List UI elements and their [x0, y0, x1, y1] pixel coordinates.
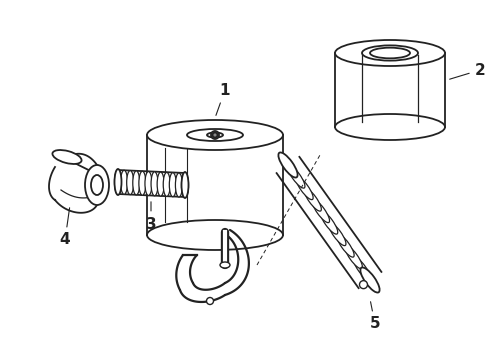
Ellipse shape — [181, 172, 189, 198]
Circle shape — [360, 281, 368, 289]
Ellipse shape — [181, 173, 189, 197]
Text: 4: 4 — [60, 208, 70, 248]
Text: 3: 3 — [146, 202, 156, 231]
Ellipse shape — [278, 152, 297, 177]
Ellipse shape — [220, 262, 230, 268]
Ellipse shape — [361, 268, 379, 292]
Ellipse shape — [288, 165, 305, 188]
Ellipse shape — [145, 171, 152, 195]
Ellipse shape — [139, 171, 146, 195]
Ellipse shape — [115, 170, 122, 194]
Ellipse shape — [362, 45, 418, 60]
Ellipse shape — [207, 132, 223, 138]
Ellipse shape — [85, 165, 109, 205]
Ellipse shape — [147, 220, 283, 250]
Ellipse shape — [91, 175, 103, 195]
Ellipse shape — [127, 171, 134, 195]
Ellipse shape — [163, 172, 170, 197]
Ellipse shape — [151, 172, 158, 196]
Ellipse shape — [133, 171, 140, 195]
Ellipse shape — [115, 169, 122, 195]
Ellipse shape — [170, 173, 176, 197]
Ellipse shape — [295, 176, 313, 200]
Ellipse shape — [52, 150, 81, 164]
Ellipse shape — [279, 153, 297, 177]
Circle shape — [211, 131, 219, 139]
Circle shape — [206, 297, 214, 305]
Circle shape — [213, 132, 218, 138]
Text: 5: 5 — [369, 302, 380, 332]
Ellipse shape — [157, 172, 164, 196]
Text: 1: 1 — [216, 82, 230, 116]
Ellipse shape — [121, 170, 127, 194]
Ellipse shape — [175, 173, 182, 197]
Text: 2: 2 — [450, 63, 486, 79]
Ellipse shape — [345, 246, 363, 269]
Ellipse shape — [335, 40, 445, 66]
Ellipse shape — [304, 188, 321, 211]
Ellipse shape — [147, 120, 283, 150]
Ellipse shape — [337, 234, 354, 257]
Ellipse shape — [360, 267, 380, 293]
Ellipse shape — [187, 129, 243, 141]
Ellipse shape — [353, 257, 370, 280]
Ellipse shape — [312, 199, 330, 222]
Ellipse shape — [370, 48, 410, 58]
Ellipse shape — [320, 211, 338, 234]
Ellipse shape — [335, 114, 445, 140]
Ellipse shape — [328, 222, 346, 246]
